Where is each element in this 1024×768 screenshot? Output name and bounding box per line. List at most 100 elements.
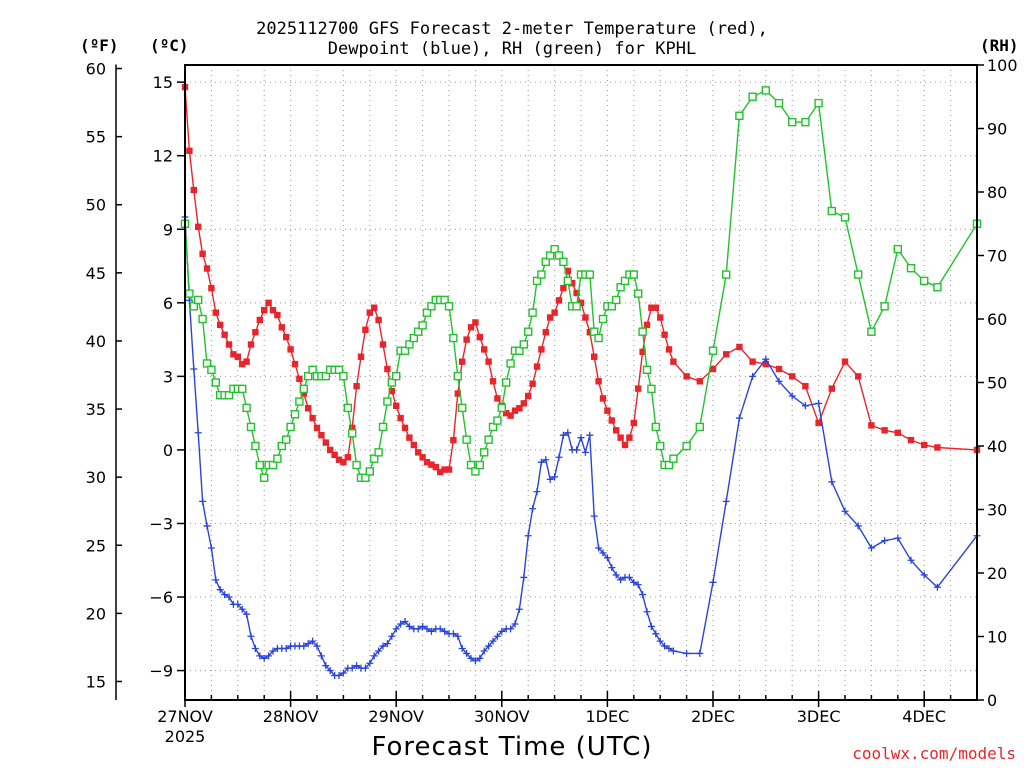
- rh-point: [224, 391, 234, 400]
- temperature-point: [934, 444, 941, 451]
- dewpoint-point: [595, 544, 603, 552]
- temperature-point: [437, 468, 444, 476]
- temperature-point: [212, 309, 219, 316]
- temperature-point: [217, 321, 224, 329]
- x-tick-label: 30NOV: [474, 707, 530, 726]
- temperature-point: [388, 387, 395, 395]
- rh-point: [532, 276, 542, 286]
- rh-point: [840, 213, 850, 222]
- rh-point: [304, 371, 313, 381]
- temperature-point: [569, 280, 576, 287]
- temperature-point: [247, 341, 255, 348]
- dewpoint-point: [467, 654, 475, 662]
- rh-tick-label: 30: [987, 501, 1007, 520]
- rh-point: [594, 333, 603, 343]
- temperature-point: [529, 380, 536, 387]
- rh-point: [405, 340, 414, 349]
- temperature-point: [604, 407, 611, 414]
- rh-point: [893, 244, 902, 254]
- celsius-tick-label: −3: [149, 514, 173, 533]
- dewpoint-point: [520, 573, 528, 581]
- dewpoint-point: [216, 586, 224, 594]
- dewpoint-point: [533, 488, 541, 496]
- dewpoint-point: [251, 645, 259, 653]
- temperature-point: [371, 304, 378, 311]
- temperature-point: [485, 358, 492, 365]
- temperature-point: [789, 373, 796, 380]
- temperature-point: [775, 365, 783, 373]
- temperature-point: [467, 324, 475, 331]
- dewpoint-point: [573, 446, 581, 454]
- rh-point: [308, 365, 317, 374]
- temperature-point: [639, 348, 646, 356]
- rh-point: [651, 422, 660, 432]
- rh-point: [339, 371, 348, 381]
- dewpoint-point: [665, 645, 673, 653]
- rh-point: [546, 251, 555, 260]
- temperature-point: [291, 360, 299, 368]
- rh-tick-label: 20: [987, 564, 1007, 583]
- rh-point: [207, 365, 216, 374]
- dewpoint-point: [546, 475, 554, 483]
- rh-tick-label: 70: [987, 247, 1007, 266]
- rh-point: [933, 283, 942, 292]
- temperature-point: [472, 319, 479, 326]
- temperature-point: [881, 427, 888, 434]
- rh-tick-label: 40: [987, 437, 1007, 456]
- dewpoint-point: [190, 365, 198, 373]
- dewpoint-point: [339, 669, 347, 677]
- temperature-point: [921, 441, 928, 449]
- celsius-tick-label: 0: [163, 441, 173, 460]
- dewpoint-point: [414, 625, 422, 633]
- dewpoint-point: [256, 652, 264, 660]
- dewpoint-point: [383, 640, 391, 648]
- temperature-point: [362, 326, 369, 333]
- temperature-point: [366, 309, 373, 316]
- temperature-point: [322, 439, 329, 446]
- dewpoint-point: [207, 544, 215, 552]
- dewpoint-point: [625, 573, 633, 581]
- rh-point: [484, 435, 493, 444]
- rh-point: [418, 321, 427, 330]
- rh-point: [242, 403, 251, 413]
- rh-line: [184, 89, 978, 480]
- rh-point: [211, 378, 221, 387]
- rh-tick-label: 80: [987, 183, 1007, 202]
- temperature-point: [300, 390, 307, 397]
- dewpoint-point: [454, 632, 462, 640]
- rh-point: [748, 92, 757, 101]
- rh-axis-label: (RH): [980, 36, 1019, 55]
- dewpoint-point: [661, 642, 669, 650]
- temperature-point: [344, 454, 351, 461]
- rh-tick-label: 10: [987, 628, 1007, 647]
- fahrenheit-tick-label: 45: [86, 264, 106, 283]
- temperature-point: [252, 329, 259, 336]
- rh-point: [682, 441, 691, 451]
- temperature-point: [349, 424, 356, 432]
- dewpoint-point: [815, 399, 823, 407]
- fahrenheit-tick-label: 55: [86, 128, 106, 147]
- rh-point: [634, 289, 643, 298]
- fahrenheit-tick-label: 50: [86, 196, 106, 215]
- rh-point: [352, 460, 361, 470]
- dewpoint-point: [476, 654, 484, 662]
- temperature-point: [573, 289, 580, 297]
- rh-point: [286, 422, 295, 432]
- temperature-point: [582, 314, 589, 321]
- rh-point: [255, 460, 264, 470]
- temperature-point: [274, 311, 281, 319]
- dewpoint-point: [894, 534, 902, 542]
- temperature-point: [577, 299, 585, 307]
- dewpoint-point: [867, 544, 875, 552]
- rh-point: [867, 327, 876, 336]
- x-tick-label: 28NOV: [263, 707, 319, 726]
- temperature-point: [309, 414, 316, 422]
- dewpoint-point: [221, 591, 229, 599]
- temperature-point: [595, 378, 602, 385]
- rh-point: [334, 365, 344, 374]
- temperature-point: [630, 419, 637, 427]
- rh-point: [801, 117, 810, 127]
- temperature-point: [375, 316, 382, 324]
- dewpoint-point: [551, 473, 559, 481]
- dewpoint-point: [313, 642, 321, 650]
